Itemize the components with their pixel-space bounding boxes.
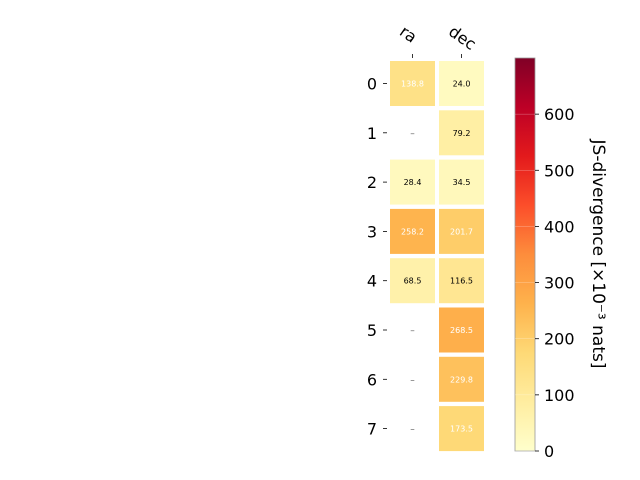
colorbar-tick-label: 100	[544, 386, 575, 405]
y-tick-label: 6	[367, 370, 377, 389]
heatmap-cell	[439, 258, 484, 304]
cell-value-label: 201.7	[450, 227, 473, 236]
y-axis-labels: 0 1 2 3 4 5 6 7	[367, 75, 387, 439]
cell-missing-label: –	[410, 375, 415, 385]
colorbar: 0 100 200 300 400 500 600 JS-divergence [×10⁻³…	[514, 57, 608, 461]
heatmap-cell	[390, 61, 435, 106]
cell-value-label: 68.5	[404, 277, 422, 286]
cell-missing-label: –	[410, 129, 415, 139]
colorbar-tick-label: 600	[544, 105, 575, 124]
cell-missing-label: –	[410, 326, 415, 336]
cell-value-label: 268.5	[450, 326, 473, 335]
cell-value-label: 24.0	[453, 80, 471, 89]
heatmap-cell	[439, 159, 484, 205]
cell-value-label: 258.2	[401, 227, 424, 236]
heatmap-cells: 138.8 24.0 – 79.2 28.4 34.5 258.2 201.7 68.5 116.…	[390, 61, 484, 452]
heatmap-cell	[439, 406, 484, 452]
colorbar-tick-label: 400	[544, 217, 575, 236]
y-tick-label: 4	[367, 272, 377, 291]
heatmap-cell	[439, 307, 484, 353]
cell-value-label: 79.2	[453, 129, 471, 138]
x-axis-labels: ra dec	[396, 22, 480, 58]
y-tick-label: 5	[367, 321, 377, 340]
colorbar-tick-label: 500	[544, 161, 575, 180]
y-tick-label: 2	[367, 173, 377, 192]
heatmap-cell	[390, 258, 435, 304]
colorbar-tick-label: 300	[544, 274, 575, 293]
y-tick-label: 3	[367, 222, 377, 241]
cell-value-label: 116.5	[450, 277, 473, 286]
colorbar-tick-label: 200	[544, 330, 575, 349]
x-tick-label: dec	[445, 22, 479, 54]
heatmap-cell	[439, 356, 484, 402]
cell-missing-label: –	[410, 425, 415, 435]
heatmap-cell	[390, 159, 435, 205]
colorbar-label: JS-divergence [×10⁻³ nats]	[588, 139, 608, 369]
cell-value-label: 28.4	[404, 178, 422, 187]
colorbar-gradient	[514, 57, 536, 452]
colorbar-ticks: 0 100 200 300 400 500 600	[515, 105, 575, 461]
heatmap-cell	[390, 208, 435, 254]
cell-value-label: 138.8	[401, 80, 424, 89]
x-tick-label: ra	[396, 22, 420, 47]
cell-value-label: 173.5	[450, 425, 473, 434]
y-tick-label: 0	[367, 75, 377, 94]
cell-value-label: 229.8	[450, 375, 473, 384]
heatmap-cell	[439, 61, 484, 106]
heatmap-cell	[439, 208, 484, 254]
colorbar-tick-label: 0	[544, 442, 554, 461]
y-tick-label: 1	[367, 124, 377, 143]
cell-value-label: 34.5	[453, 178, 471, 187]
y-tick-label: 7	[367, 420, 377, 439]
heatmap-cell	[439, 110, 484, 156]
